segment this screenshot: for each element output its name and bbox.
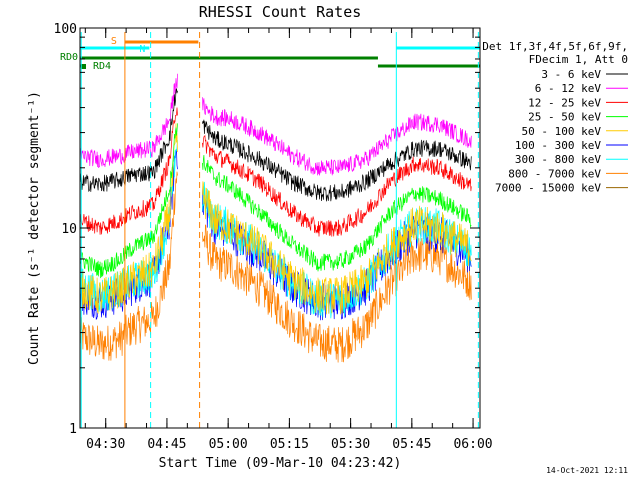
x-tick-label: 05:30	[331, 437, 370, 452]
y-tick-label: 10	[61, 222, 77, 237]
legend-header-line-1: Det 1f,3f,4f,5f,6f,9f,	[482, 40, 628, 53]
legend-entry-label: 100 - 300 keV	[515, 139, 601, 152]
series-line-50-to-100keV-part1	[79, 123, 178, 315]
x-tick-label: 04:30	[86, 437, 125, 452]
x-axis-label: Start Time (09-Mar-10 04:23:42)	[159, 456, 402, 471]
state-label-n: N	[139, 44, 145, 55]
legend-entry-label: 800 - 7000 keV	[508, 167, 601, 180]
state-label-rd0: RD0	[60, 52, 78, 63]
legend-entry-label: 300 - 800 keV	[515, 153, 601, 166]
vertical-markers	[80, 32, 479, 428]
y-axis-label: Count Rate (s⁻¹ detector segment⁻¹)	[27, 91, 42, 365]
footer-timestamp: 14-Oct-2021 12:11	[546, 466, 628, 475]
series-line-12-to-25keV-part1	[79, 107, 178, 235]
x-tick-label: 04:45	[147, 437, 186, 452]
legend-entry-label: 25 - 50 keV	[528, 111, 601, 124]
series-line-800-to-7000keV-part1	[79, 171, 178, 361]
series-line-12-to-25keV-part2	[202, 134, 472, 237]
series-line-6-to-12keV-part1	[79, 73, 178, 168]
legend-entry-label: 7000 - 15000 keV	[495, 182, 601, 195]
legend-entry-label: 50 - 100 keV	[522, 125, 602, 138]
series-line-800-to-7000keV-part2	[202, 224, 472, 363]
series-line-6-to-12keV-part2	[202, 97, 472, 176]
legend: Det 1f,3f,4f,5f,6f,9f, FDecim 1, Att 0 3…	[482, 40, 628, 195]
series-line-25-to-50keV-part2	[202, 154, 472, 272]
legend-entry-label: 3 - 6 keV	[541, 68, 601, 81]
chart-title: RHESSI Count Rates	[199, 3, 362, 21]
legend-header-line-2: FDecim 1, Att 0	[529, 53, 628, 66]
series-line-25-to-50keV-part1	[79, 123, 178, 279]
y-tick-label: 100	[54, 22, 77, 37]
series-line-50-to-100keV-part2	[202, 181, 472, 315]
axes: 1 10 100 04:30 04:45 05:00 05:15 05:30 05:45 06:0…	[54, 22, 493, 452]
series-line-3-to-6keV-part2	[202, 119, 472, 202]
y-tick-label: 1	[69, 422, 77, 437]
x-tick-label: 06:00	[453, 437, 492, 452]
series-line-3-to-6keV-part1	[79, 88, 178, 193]
series-line-300-to-800keV-part2	[202, 181, 472, 319]
series-layer	[79, 73, 472, 363]
state-marker-rd4	[81, 64, 86, 69]
legend-entry-label: 6 - 12 keV	[535, 82, 602, 95]
x-tick-label: 05:00	[209, 437, 248, 452]
x-tick-label: 05:45	[392, 437, 431, 452]
state-label-s: S	[111, 36, 117, 47]
x-tick-label: 05:15	[270, 437, 309, 452]
state-label-rd4: RD4	[93, 61, 111, 72]
legend-entry-label: 12 - 25 keV	[528, 96, 601, 109]
state-bars: S N RD0 RD4	[60, 36, 480, 72]
